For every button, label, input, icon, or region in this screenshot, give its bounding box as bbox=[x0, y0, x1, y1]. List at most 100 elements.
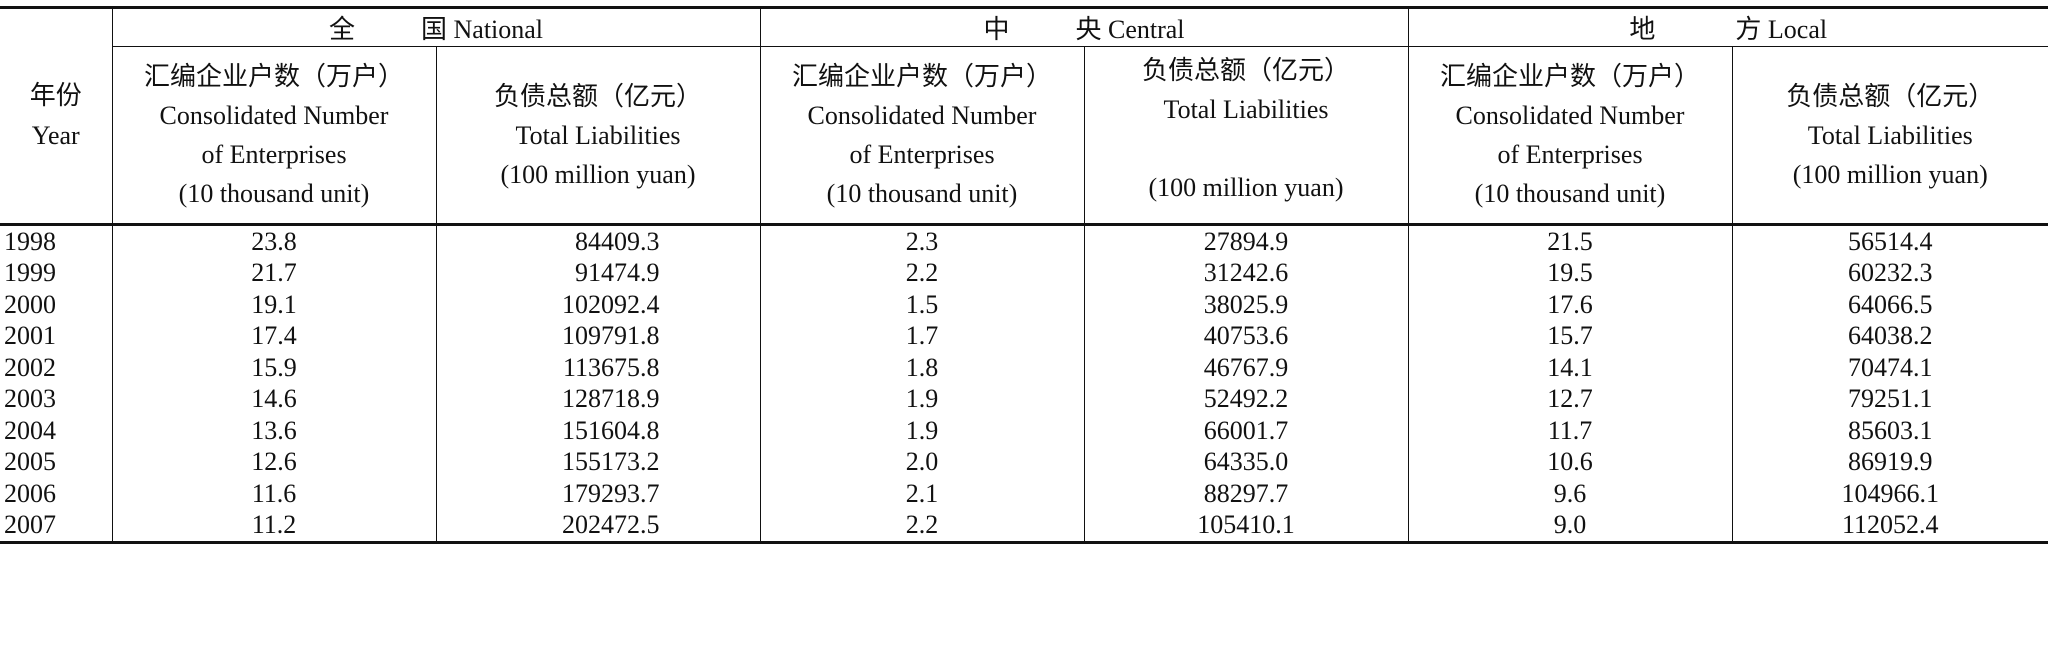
group-local-zh-a: 地 bbox=[1629, 15, 1656, 44]
national-liabilities-cell: 128718.9 bbox=[436, 383, 761, 415]
central-liabilities-cell: 66001.7 bbox=[1084, 415, 1409, 447]
group-header-local: 地 方 Local bbox=[1408, 6, 2048, 47]
central-enterprises-cell: 1.5 bbox=[760, 289, 1085, 321]
national-enterprises-cell: 11.6 bbox=[112, 478, 437, 510]
central-enterprises-cell: 1.8 bbox=[760, 352, 1085, 384]
central-enterprises-cell: 1.9 bbox=[760, 383, 1085, 415]
local-liabilities-cell: 86919.9 bbox=[1848, 447, 1933, 477]
local-liabilities-header: 负债总额（亿元） Total Liabilities (100 million … bbox=[1732, 46, 2048, 226]
local-liabilities-cell: 79251.1 bbox=[1848, 384, 1933, 414]
central-enterprises-cell: 2.3 bbox=[760, 224, 1085, 258]
local-enterprises-cell: 17.6 bbox=[1408, 289, 1733, 321]
header-en-2: of Enterprises bbox=[849, 140, 995, 169]
header-zh: 汇编企业户数（万户） bbox=[791, 62, 1052, 91]
header-en: Total Liabilities bbox=[1163, 95, 1329, 124]
local-liabilities-cell: 104966.1 bbox=[1841, 478, 1940, 508]
national-enterprises-cell: 21.7 bbox=[112, 257, 437, 289]
national-enterprises-cell: 13.6 bbox=[112, 415, 437, 447]
central-liabilities-cell: 38025.9 bbox=[1084, 289, 1409, 321]
year-cell: 2000 bbox=[0, 289, 113, 321]
local-liabilities-cell: 64066.5 bbox=[1848, 289, 1933, 319]
table-row: 2001 17.4 109791.8 1.7 40753.6 15.7 64038.2 bbox=[0, 320, 2048, 352]
table-row: 2003 14.6 128718.9 1.9 52492.2 12.7 79251.1 bbox=[0, 383, 2048, 415]
central-enterprises-header: 汇编企业户数（万户） Consolidated Number of Enterp… bbox=[760, 46, 1085, 226]
header-unit: (10 thousand unit) bbox=[178, 179, 370, 208]
table-row: 2002 15.9 113675.8 1.8 46767.9 14.1 70474.1 bbox=[0, 352, 2048, 384]
local-enterprises-cell: 11.7 bbox=[1408, 415, 1733, 447]
liabilities-table: 年份 Year 全国 National 中央 Central 地方 Local … bbox=[0, 6, 2048, 544]
national-liabilities-cell: 84409.3 bbox=[436, 224, 761, 258]
year-cell: 1998 bbox=[0, 224, 113, 258]
local-liabilities-cell: 85603.1 bbox=[1848, 415, 1933, 445]
national-liabilities-cell: 179293.7 bbox=[436, 478, 761, 510]
local-liabilities-cell: 56514.4 bbox=[1848, 226, 1933, 256]
table-row: 2007 11.2 202472.5 2.2 105410.1 9.0 112052.4 bbox=[0, 509, 2048, 544]
year-header-zh: 年份 bbox=[29, 81, 82, 110]
table-body: 1998 23.8 84409.3 2.3 27894.9 21.5 56514.4 1999… bbox=[0, 224, 2048, 544]
header-en-1: Consolidated Number bbox=[159, 101, 389, 130]
local-liabilities-cell: 70474.1 bbox=[1848, 352, 1933, 382]
header-zh: 负债总额（亿元） bbox=[1786, 81, 1995, 111]
group-local-en: Local bbox=[1767, 15, 1828, 44]
sub-header-row: 汇编企业户数（万户） Consolidated Number of Enterp… bbox=[0, 46, 2048, 226]
year-cell: 2007 bbox=[0, 509, 113, 544]
year-cell: 2006 bbox=[0, 478, 113, 510]
local-enterprises-cell: 9.6 bbox=[1408, 478, 1733, 510]
local-enterprises-cell: 10.6 bbox=[1408, 446, 1733, 478]
header-en-1: Consolidated Number bbox=[1455, 101, 1685, 130]
header-unit: (10 thousand unit) bbox=[1474, 179, 1666, 208]
year-cell: 1999 bbox=[0, 257, 113, 289]
group-header-national: 全 国 National bbox=[112, 6, 761, 47]
group-national-zh-b: 国 bbox=[420, 15, 447, 44]
central-liabilities-header: 负债总额（亿元） Total Liabilities (100 million … bbox=[1084, 46, 1409, 226]
year-header-en: Year bbox=[31, 121, 80, 150]
national-liabilities-cell: 151604.8 bbox=[436, 415, 761, 447]
national-liabilities-cell: 102092.4 bbox=[436, 289, 761, 321]
central-liabilities-cell: 46767.9 bbox=[1084, 352, 1409, 384]
table-row: 2006 11.6 179293.7 2.1 88297.7 9.6 104966.1 bbox=[0, 478, 2048, 510]
table-row: 2000 19.1 102092.4 1.5 38025.9 17.6 64066.5 bbox=[0, 289, 2048, 321]
local-liabilities-cell: 60232.3 bbox=[1848, 258, 1933, 288]
central-liabilities-cell: 88297.7 bbox=[1084, 478, 1409, 510]
national-enterprises-cell: 23.8 bbox=[112, 224, 437, 258]
national-liabilities-cell: 113675.8 bbox=[436, 352, 761, 384]
national-enterprises-cell: 11.2 bbox=[112, 509, 437, 544]
local-liabilities-cell: 112052.4 bbox=[1732, 509, 2048, 544]
central-liabilities-cell: 31242.6 bbox=[1084, 257, 1409, 289]
central-liabilities-cell: 52492.2 bbox=[1084, 383, 1409, 415]
header-en: Total Liabilities bbox=[1807, 120, 1973, 150]
year-cell: 2001 bbox=[0, 320, 113, 352]
header-unit: (100 million yuan) bbox=[1148, 173, 1344, 202]
table-row: 1999 21.7 91474.9 2.2 31242.6 19.5 60232.3 bbox=[0, 257, 2048, 289]
national-enterprises-cell: 17.4 bbox=[112, 320, 437, 352]
central-liabilities-cell: 105410.1 bbox=[1084, 509, 1409, 544]
year-cell: 2002 bbox=[0, 352, 113, 384]
central-enterprises-cell: 2.0 bbox=[760, 446, 1085, 478]
group-central-zh-b: 央 bbox=[1075, 15, 1102, 44]
group-national-zh-a: 全 bbox=[328, 15, 355, 44]
national-enterprises-cell: 19.1 bbox=[112, 289, 437, 321]
central-enterprises-cell: 2.1 bbox=[760, 478, 1085, 510]
group-national-en: National bbox=[453, 15, 544, 44]
local-enterprises-cell: 14.1 bbox=[1408, 352, 1733, 384]
header-zh: 汇编企业户数（万户） bbox=[143, 62, 404, 91]
group-central-zh-a: 中 bbox=[983, 15, 1010, 44]
year-cell: 2004 bbox=[0, 415, 113, 447]
central-enterprises-cell: 2.2 bbox=[760, 257, 1085, 289]
header-zh: 汇编企业户数（万户） bbox=[1439, 62, 1700, 91]
local-enterprises-cell: 15.7 bbox=[1408, 320, 1733, 352]
header-en-2: of Enterprises bbox=[201, 140, 347, 169]
central-liabilities-cell: 27894.9 bbox=[1084, 224, 1409, 258]
group-header-row: 年份 Year 全 国 National 中 央 Central 地 方 Local bbox=[0, 6, 2048, 226]
header-en-1: Consolidated Number bbox=[807, 101, 1037, 130]
header-unit: (100 million yuan) bbox=[1792, 159, 1988, 189]
national-enterprises-cell: 12.6 bbox=[112, 446, 437, 478]
central-enterprises-cell: 1.9 bbox=[760, 415, 1085, 447]
table-row: 1998 23.8 84409.3 2.3 27894.9 21.5 56514.4 bbox=[0, 224, 2048, 258]
local-enterprises-cell: 21.5 bbox=[1408, 224, 1733, 258]
local-enterprises-header: 汇编企业户数（万户） Consolidated Number of Enterp… bbox=[1408, 46, 1733, 226]
year-header: 年份 Year bbox=[0, 6, 113, 226]
national-enterprises-cell: 14.6 bbox=[112, 383, 437, 415]
local-liabilities-cell: 64038.2 bbox=[1848, 321, 1933, 351]
